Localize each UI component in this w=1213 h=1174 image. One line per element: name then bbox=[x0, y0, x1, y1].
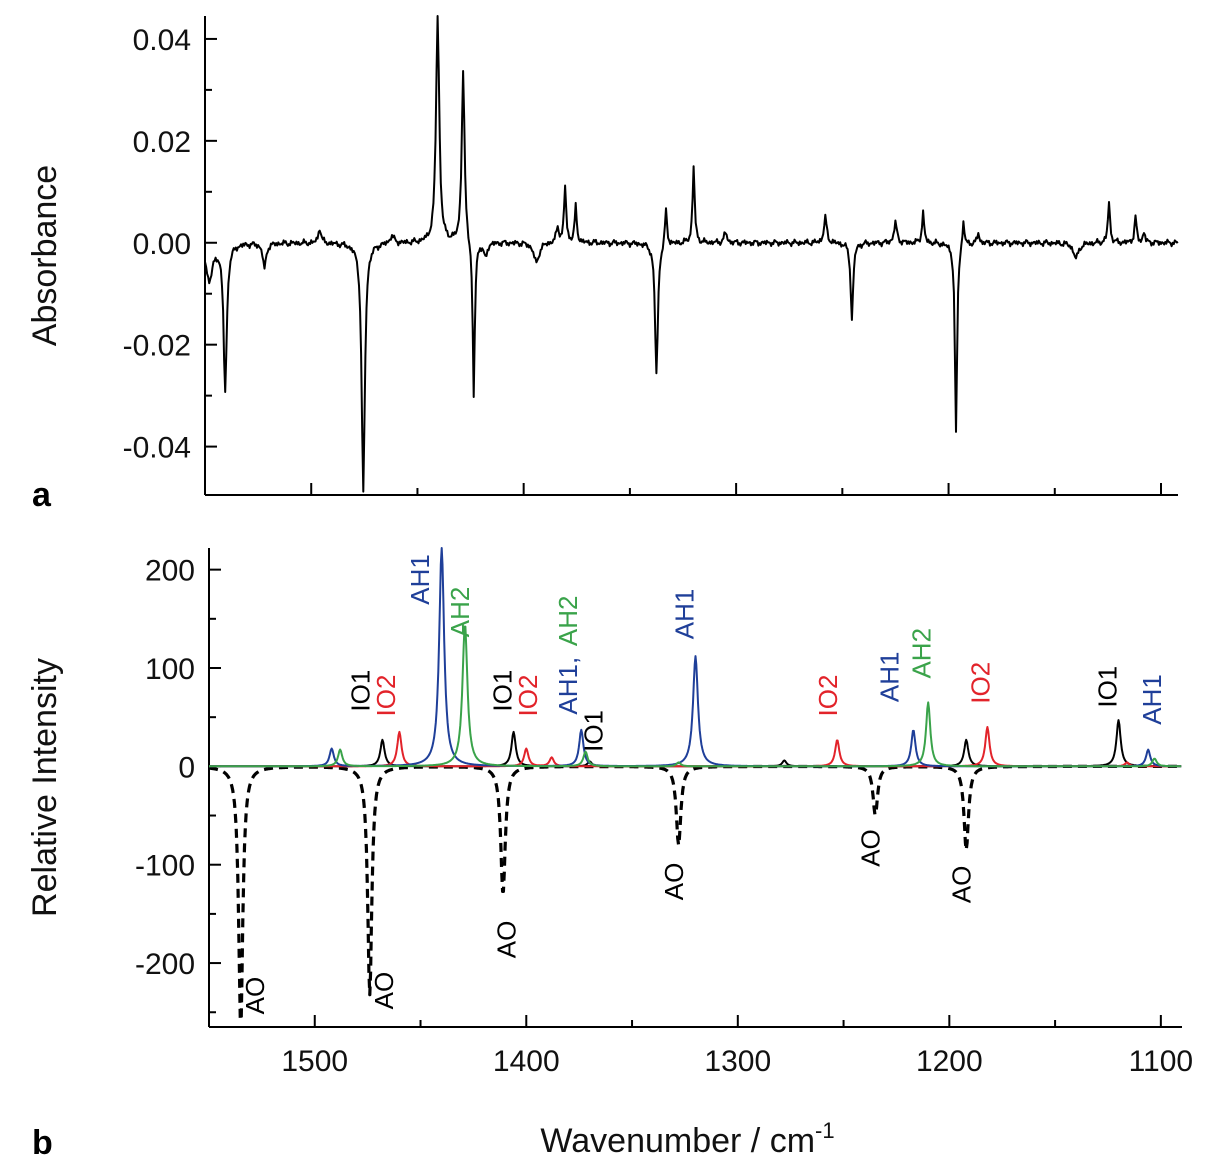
peak-annotation: IO2 bbox=[813, 675, 843, 717]
series-line-trace-0 bbox=[204, 15, 1179, 493]
peak-annotation: AO bbox=[492, 921, 522, 959]
y-tick-label: -0.04 bbox=[123, 432, 191, 465]
peak-annotation: IO2 bbox=[966, 662, 996, 704]
series-line-ah2 bbox=[208, 625, 1182, 768]
y-tick-label: -0.02 bbox=[123, 330, 191, 363]
panel-b-calculated-spectra: 200 100 0 -100 -200 1500 1400 1300 1200 1100 Relat… bbox=[26, 547, 1194, 1160]
peak-annotation: IO2 bbox=[513, 675, 543, 717]
series-line-ah1 bbox=[208, 547, 1182, 768]
y-tick-label: 0 bbox=[178, 751, 195, 784]
y-axis-title: Relative Intensity bbox=[26, 658, 64, 917]
y-tick-label: 200 bbox=[145, 555, 195, 588]
peak-annotation: AH2 bbox=[553, 595, 583, 646]
peak-annotation: AH1 bbox=[405, 554, 435, 605]
panel-a-letter: a bbox=[32, 476, 52, 514]
x-tick-label: 1400 bbox=[493, 1045, 560, 1078]
series-line-io1 bbox=[208, 719, 1182, 768]
y-tick-label: 100 bbox=[145, 653, 195, 686]
x-tick-label: 1300 bbox=[704, 1045, 771, 1078]
y-tick-label: -100 bbox=[135, 850, 195, 883]
peak-annotation: AH1 bbox=[1137, 674, 1167, 725]
peak-annotation: AH2 bbox=[906, 628, 936, 679]
y-tick-label: 0.02 bbox=[133, 126, 191, 159]
peak-annotation: IO1 bbox=[1092, 666, 1122, 708]
peak-annotation: IO1 bbox=[487, 670, 517, 712]
peak-annotation: AO bbox=[856, 829, 886, 867]
x-axis-title-superscript: -1 bbox=[815, 1118, 835, 1143]
series-line-io2 bbox=[208, 726, 1182, 768]
peak-annotation: AH2 bbox=[445, 587, 475, 638]
x-tick-label: 1200 bbox=[916, 1045, 983, 1078]
peak-annotation: AH1 bbox=[875, 652, 905, 703]
y-axis-title: Absorbance bbox=[26, 165, 64, 346]
y-tick-label: 0.04 bbox=[133, 24, 191, 57]
peak-annotation: AO bbox=[240, 977, 270, 1015]
panel-b-letter: b bbox=[32, 1124, 53, 1162]
peak-annotation: AH1 bbox=[669, 589, 699, 640]
x-tick-label: 1100 bbox=[1129, 1045, 1194, 1078]
x-axis-title-text: Wavenumber / cm bbox=[540, 1122, 815, 1160]
peak-annotation: AO bbox=[946, 866, 976, 904]
peak-annotation: AO bbox=[369, 972, 399, 1010]
series-line-ao bbox=[208, 764, 1182, 1022]
peak-annotation: IO2 bbox=[371, 675, 401, 717]
peak-annotation: AO bbox=[659, 863, 689, 901]
peak-annotation: IO1 bbox=[346, 670, 376, 712]
peak-annotation: IO1 bbox=[578, 710, 608, 752]
y-tick-label: -200 bbox=[135, 948, 195, 981]
y-tick-label: 0.00 bbox=[133, 228, 191, 261]
peak-annotation: AH1, bbox=[553, 657, 583, 715]
x-tick-label: 1500 bbox=[281, 1045, 348, 1078]
panel-a-spectrum: 0.04 0.02 0.00 -0.02 -0.04 Absorbance bbox=[26, 15, 1179, 496]
x-axis-title: Wavenumber / cm-1 bbox=[540, 1118, 834, 1160]
